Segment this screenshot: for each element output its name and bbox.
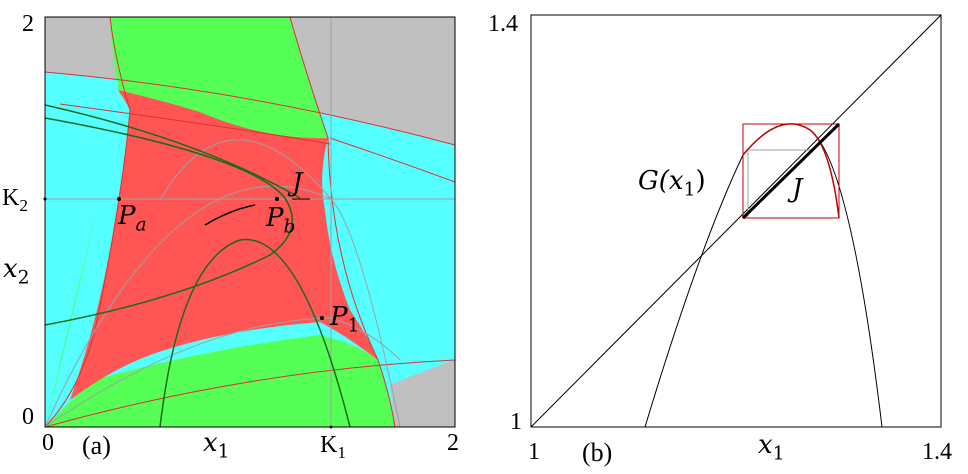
- pb-sub: b: [283, 216, 296, 238]
- red-region: [70, 90, 378, 400]
- map-label-text: G(x: [638, 166, 684, 196]
- panel-a-x-tick-left: 0: [42, 430, 54, 456]
- pa-label: Pa: [118, 203, 147, 235]
- panel-b-frame: [530, 14, 942, 428]
- point-pb: [275, 197, 279, 201]
- k1-letter: K: [320, 432, 338, 458]
- absorbing-box: [742, 123, 840, 219]
- boundary-curve-2: [45, 17, 131, 427]
- j-curve: [204, 204, 256, 226]
- diagonal-line: [530, 14, 942, 428]
- map-label-close: ): [695, 166, 706, 196]
- boundary-curve-6: [59, 103, 331, 145]
- x1-sub: 1: [217, 441, 230, 463]
- green-region-top: [110, 17, 328, 145]
- p1-letter: P: [330, 302, 348, 332]
- dark-green-curve-2: [159, 238, 351, 427]
- panel-b-y-tick-bottom: 1: [510, 409, 522, 435]
- point-p1: [320, 316, 324, 320]
- p1-label: P1: [330, 304, 359, 336]
- map-curve-red: [742, 123, 840, 219]
- panel-b-x-tick-right: 1.4: [922, 439, 952, 465]
- point-pa: [117, 197, 121, 201]
- panel-a-label: (a): [82, 431, 111, 460]
- boundary-curve-1: [45, 71, 455, 146]
- gray-curve-1: [45, 185, 401, 427]
- j-label-b: J: [792, 174, 803, 204]
- panel-a-y-axis-label: x2: [3, 256, 30, 288]
- panel-b-x-axis-label: x1: [758, 432, 785, 464]
- k1-sub: 1: [337, 443, 346, 463]
- panel-a-y-tick-bottom: 0: [22, 404, 34, 430]
- k1-tick-label: K1: [320, 433, 346, 461]
- b-x1-sub: 1: [772, 443, 785, 465]
- k2-sub: 2: [19, 196, 28, 216]
- panel-a-x-tick-right: 2: [447, 430, 459, 456]
- panel-a-frame: [44, 16, 456, 428]
- gray-curve-3: [159, 139, 332, 201]
- map-label-sub: 1: [683, 179, 696, 201]
- k2-tick-label: K2: [2, 186, 28, 214]
- dark-green-curve-3: [45, 104, 301, 199]
- p1-sub: 1: [347, 315, 360, 337]
- panel-a-x-axis-label: x1: [203, 430, 230, 462]
- pa-letter: P: [118, 201, 136, 231]
- gray-curve-2: [45, 317, 401, 427]
- b-x1-letter: x: [758, 430, 773, 460]
- j-label-a: J: [292, 168, 303, 198]
- pb-label: Pb: [266, 205, 295, 237]
- boundary-curve-4: [329, 137, 455, 183]
- gray-region-bottom-right: [390, 360, 455, 427]
- x2-letter: x: [3, 254, 18, 284]
- pa-sub: a: [135, 214, 147, 236]
- pb-letter: P: [266, 203, 284, 233]
- green-region-bottom: [45, 335, 395, 427]
- map-label: G(x1): [638, 168, 706, 200]
- panel-a-y-tick-top: 2: [22, 11, 34, 37]
- j-segment: [741, 122, 841, 220]
- panel-b-plot: [530, 14, 942, 428]
- panel-b-x-tick-left: 1: [528, 439, 540, 465]
- boundary-curve-3: [289, 17, 396, 427]
- panel-b-label: (b): [582, 438, 613, 467]
- boundary-curve-5: [45, 359, 455, 427]
- k2-letter: K: [2, 185, 20, 211]
- panel-b-y-tick-top: 1.4: [488, 11, 518, 37]
- panel-a-plot: [43, 16, 456, 429]
- dark-green-curve-1: [45, 117, 293, 326]
- x2-sub: 2: [17, 267, 30, 289]
- x1-letter: x: [203, 428, 218, 458]
